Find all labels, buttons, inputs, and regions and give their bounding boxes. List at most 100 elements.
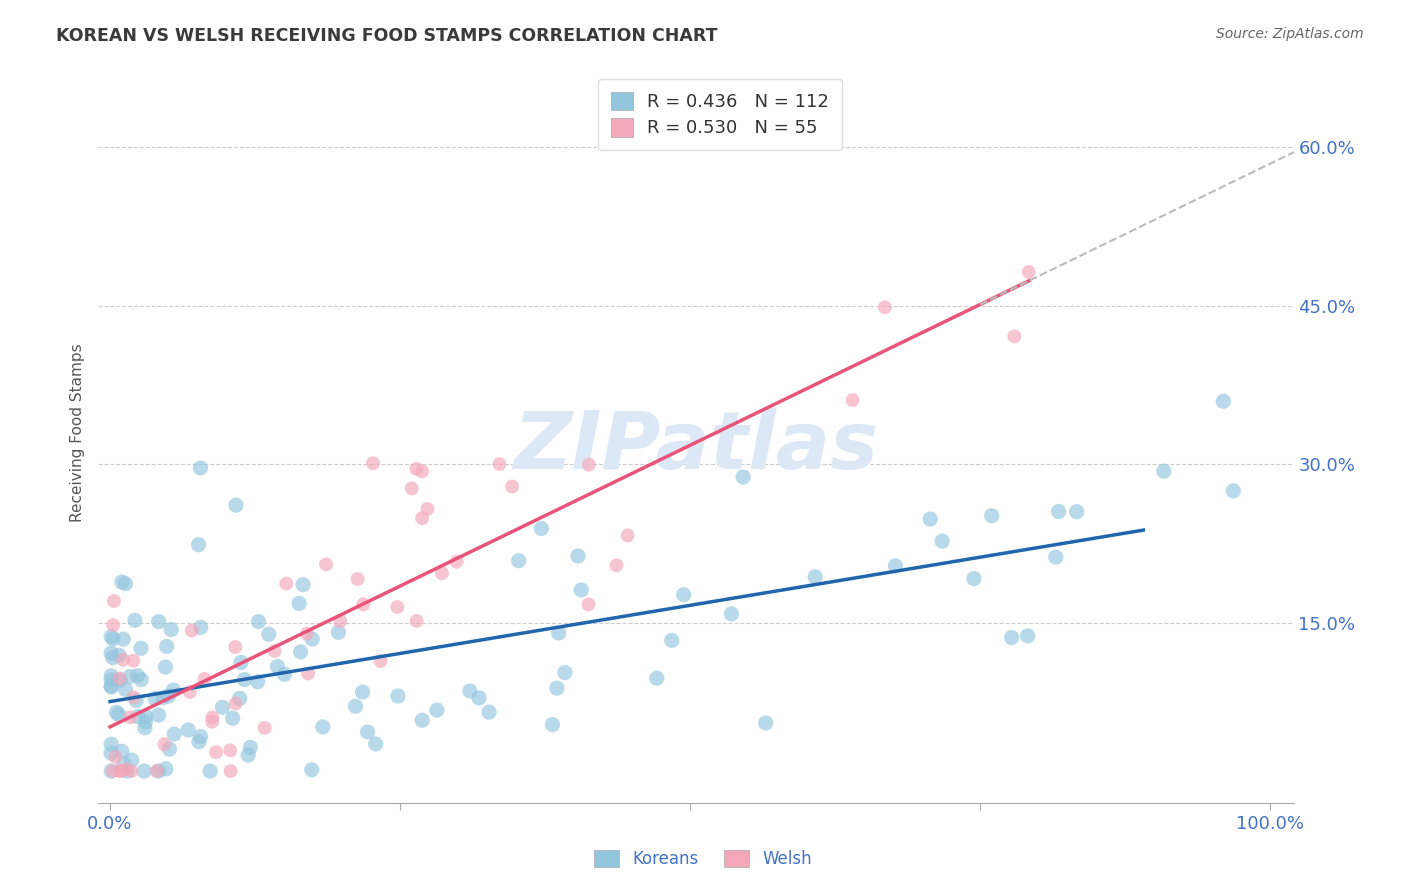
- Point: [361, 456, 384, 470]
- Point: [107, 707, 129, 722]
- Point: [229, 656, 252, 670]
- Point: [101, 632, 124, 646]
- Point: [187, 538, 209, 552]
- Point: [247, 615, 270, 629]
- Point: [148, 708, 170, 723]
- Point: [315, 558, 337, 572]
- Point: [122, 654, 145, 668]
- Point: [266, 659, 288, 673]
- Point: [508, 554, 530, 568]
- Point: [301, 632, 323, 646]
- Point: [246, 674, 269, 689]
- Point: [578, 458, 600, 472]
- Point: [134, 714, 156, 729]
- Point: [931, 534, 953, 549]
- Point: [127, 709, 149, 723]
- Point: [100, 646, 122, 660]
- Point: [346, 572, 368, 586]
- Point: [356, 725, 378, 739]
- Point: [645, 671, 668, 685]
- Point: [100, 669, 122, 683]
- Point: [143, 691, 166, 706]
- Point: [108, 764, 131, 778]
- Point: [100, 679, 122, 693]
- Point: [187, 735, 209, 749]
- Point: [163, 727, 186, 741]
- Point: [468, 690, 491, 705]
- Point: [190, 461, 212, 475]
- Point: [101, 764, 124, 778]
- Point: [239, 740, 262, 755]
- Point: [292, 577, 315, 591]
- Point: [115, 762, 138, 776]
- Point: [108, 673, 131, 687]
- Point: [153, 737, 176, 751]
- Point: [295, 626, 318, 640]
- Point: [329, 614, 352, 628]
- Point: [841, 392, 863, 407]
- Point: [567, 549, 589, 563]
- Point: [121, 753, 143, 767]
- Point: [804, 570, 827, 584]
- Point: [478, 705, 501, 719]
- Point: [554, 665, 576, 680]
- Point: [100, 746, 122, 760]
- Point: [180, 624, 202, 638]
- Point: [873, 300, 896, 314]
- Point: [569, 582, 592, 597]
- Point: [458, 684, 481, 698]
- Point: [755, 716, 778, 731]
- Point: [547, 626, 569, 640]
- Point: [541, 717, 564, 731]
- Point: [177, 723, 200, 737]
- Point: [233, 673, 256, 687]
- Point: [100, 737, 122, 751]
- Point: [387, 599, 409, 614]
- Point: [190, 730, 212, 744]
- Point: [219, 764, 242, 778]
- Point: [1222, 483, 1244, 498]
- Point: [134, 721, 156, 735]
- Point: [405, 462, 427, 476]
- Point: [224, 640, 246, 654]
- Point: [1045, 550, 1067, 565]
- Text: ZIPatlas: ZIPatlas: [513, 409, 879, 486]
- Point: [211, 700, 233, 714]
- Point: [401, 482, 423, 496]
- Point: [100, 630, 122, 644]
- Point: [501, 479, 523, 493]
- Point: [111, 575, 134, 590]
- Point: [426, 703, 449, 717]
- Text: KOREAN VS WELSH RECEIVING FOOD STAMPS CORRELATION CHART: KOREAN VS WELSH RECEIVING FOOD STAMPS CO…: [56, 27, 717, 45]
- Point: [920, 512, 942, 526]
- Point: [530, 521, 553, 535]
- Point: [135, 709, 157, 723]
- Point: [159, 742, 181, 756]
- Point: [963, 572, 986, 586]
- Point: [129, 673, 152, 687]
- Point: [156, 640, 179, 654]
- Point: [152, 690, 174, 705]
- Point: [411, 511, 433, 525]
- Point: [114, 682, 136, 697]
- Point: [104, 749, 127, 764]
- Point: [129, 641, 152, 656]
- Point: [198, 764, 221, 778]
- Point: [297, 666, 319, 681]
- Point: [273, 667, 295, 681]
- Point: [605, 558, 627, 573]
- Point: [194, 672, 217, 686]
- Point: [257, 627, 280, 641]
- Point: [100, 673, 122, 687]
- Point: [236, 747, 259, 762]
- Point: [276, 576, 298, 591]
- Point: [225, 498, 247, 512]
- Point: [101, 618, 124, 632]
- Point: [344, 699, 367, 714]
- Point: [1066, 505, 1088, 519]
- Point: [146, 764, 169, 778]
- Point: [546, 681, 568, 695]
- Point: [263, 644, 285, 658]
- Point: [312, 720, 335, 734]
- Point: [884, 558, 907, 573]
